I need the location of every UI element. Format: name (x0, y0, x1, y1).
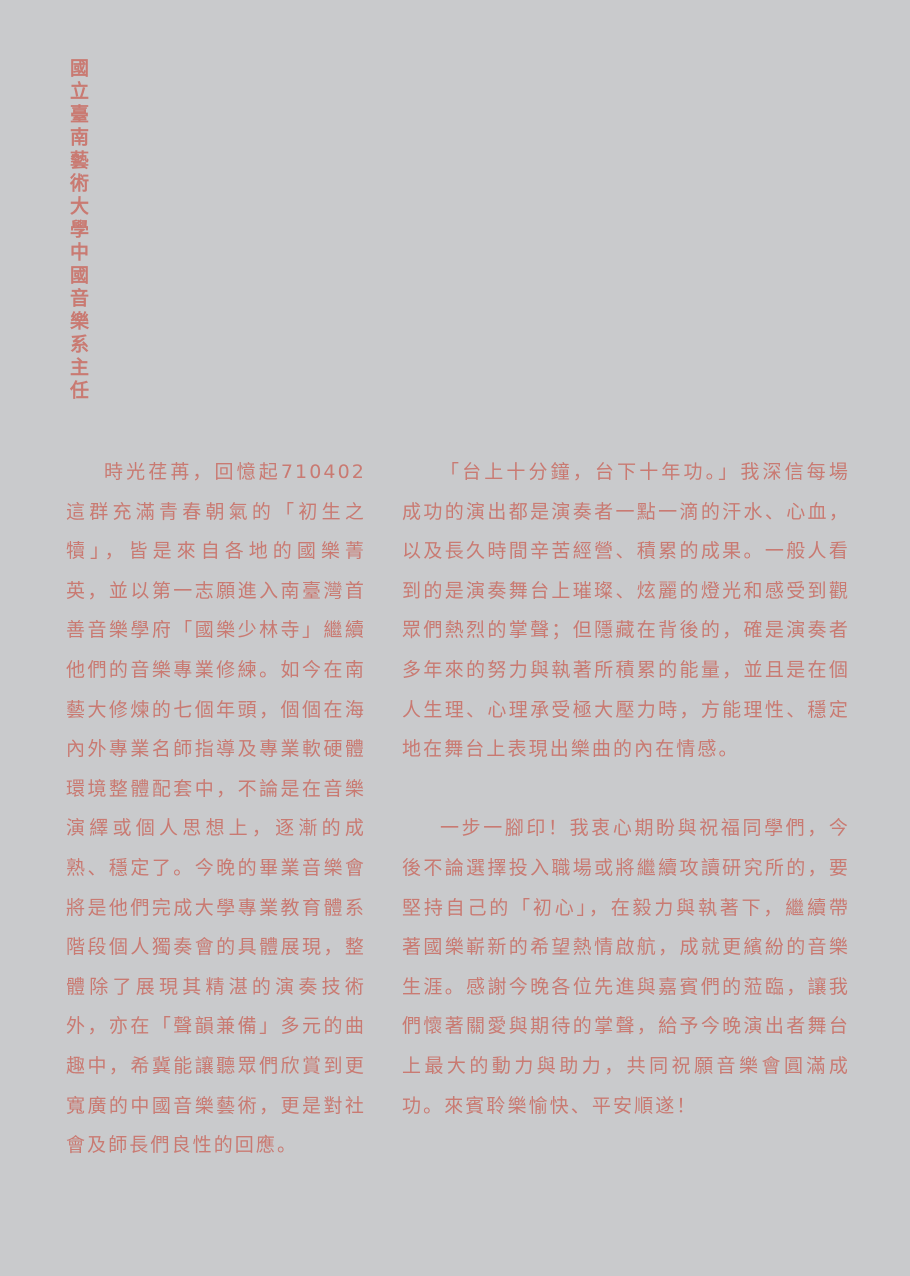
paragraph-left-1: 時光荏苒，回憶起710402這群充滿青春朝氣的「初生之犢」，皆是來自各地的國樂菁… (66, 461, 366, 1157)
paragraph-right-1: 「台上十分鐘，台下十年功。」我深信每場成功的演出都是演奏者一點一滴的汗水、心血，… (402, 461, 850, 761)
right-column: 「台上十分鐘，台下十年功。」我深信每場成功的演出都是演奏者一點一滴的汗水、心血，… (402, 453, 850, 1126)
author-title-vertical: 國立臺南藝術大學中國音樂系主任 (67, 58, 89, 403)
left-column: 時光荏苒，回憶起710402這群充滿青春朝氣的「初生之犢」，皆是來自各地的國樂菁… (66, 453, 366, 1166)
paragraph-right-2: 一步一腳印！我衷心期盼與祝福同學們，今後不論選擇投入職場或將繼續攻讀研究所的，要… (402, 817, 850, 1117)
